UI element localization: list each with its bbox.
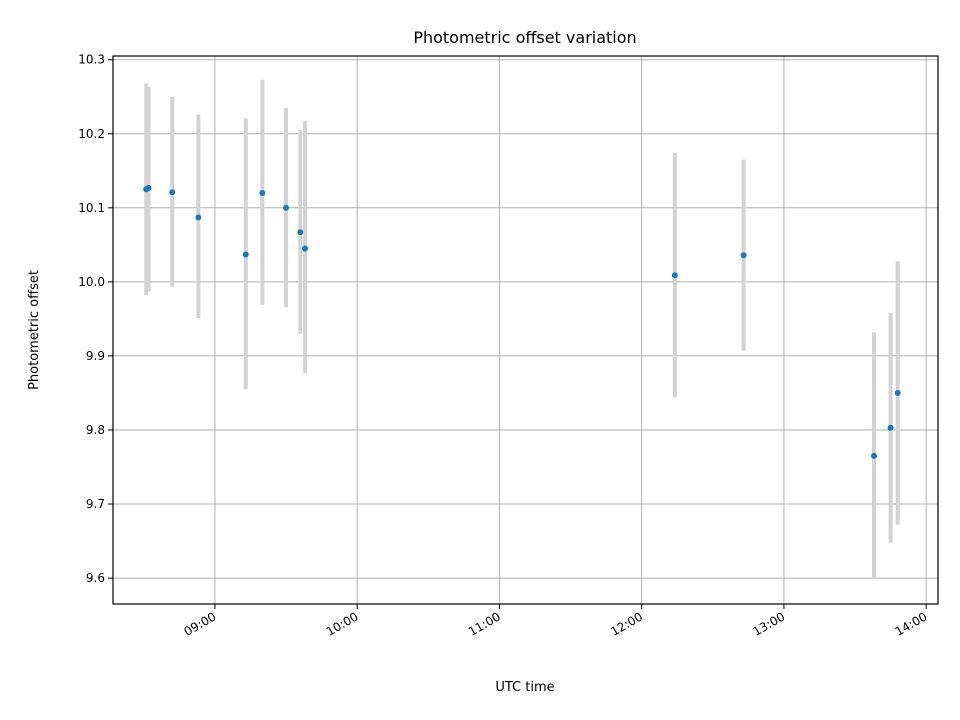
data-point	[297, 229, 304, 236]
data-point	[740, 252, 747, 259]
y-tick-label: 9.9	[86, 349, 105, 363]
data-point	[671, 272, 678, 279]
data-point	[145, 184, 152, 191]
x-axis-label: UTC time	[495, 680, 554, 695]
data-point	[870, 452, 877, 459]
data-point	[169, 189, 176, 196]
data-point	[302, 245, 309, 252]
y-tick-label: 10.3	[78, 53, 105, 67]
data-point	[259, 190, 266, 196]
data-point	[195, 214, 202, 221]
data-point	[887, 424, 894, 431]
grid	[113, 56, 938, 604]
y-axis-label: Photometric offset	[27, 270, 42, 390]
data-point	[894, 389, 901, 396]
y-tick-label: 10.1	[78, 201, 105, 215]
y-tick-label: 9.8	[86, 423, 105, 437]
y-axis-ticks: 9.6 9.7 9.8 9.9 10.0 10.1 10.2 10.3	[78, 53, 113, 585]
plot-frame	[112, 55, 939, 605]
data-point	[242, 251, 249, 258]
y-tick-label: 10.0	[78, 275, 105, 289]
y-tick-label: 10.2	[78, 127, 105, 141]
y-tick-label: 9.7	[86, 497, 105, 511]
data-point	[283, 204, 290, 211]
data-points	[143, 184, 901, 459]
chart-title: Photometric offset variation	[413, 28, 636, 47]
y-tick-label: 9.6	[86, 571, 105, 585]
